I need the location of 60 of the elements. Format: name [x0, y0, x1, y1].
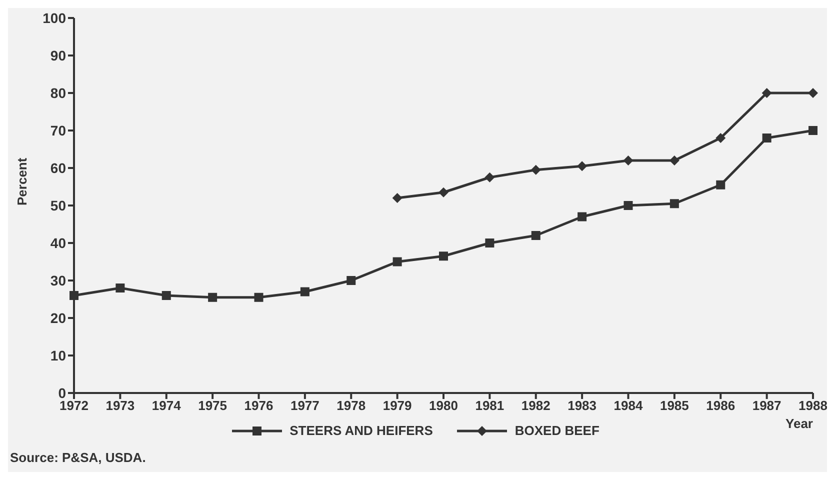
legend-label: STEERS AND HEIFERS: [288, 423, 433, 438]
point: [670, 199, 679, 208]
x-tick-label: 1972: [60, 398, 88, 414]
x-tick-label: 1982: [521, 398, 550, 414]
point: [485, 238, 494, 248]
x-tick-label: 1974: [152, 398, 182, 414]
point: [808, 88, 818, 98]
point: [762, 88, 772, 98]
y-tick-label: 100: [42, 10, 66, 26]
y-tick-label: 50: [50, 197, 66, 214]
x-tick-label: 1984: [614, 398, 644, 414]
y-axis-title: Percent: [14, 157, 30, 206]
point: [484, 172, 495, 182]
x-tick-label: 1986: [706, 398, 736, 414]
point: [623, 156, 634, 166]
x-tick-label: 1979: [382, 398, 412, 414]
y-tick-label: 80: [50, 84, 66, 101]
point: [669, 156, 680, 166]
point: [762, 134, 772, 142]
x-tick-label: 1977: [290, 398, 320, 414]
x-tick-label: 1983: [568, 398, 597, 414]
point: [439, 252, 448, 261]
x-tick-label: 1978: [336, 398, 366, 414]
point: [578, 212, 587, 222]
x-tick-label: 1980: [429, 398, 458, 414]
point: [392, 193, 402, 203]
point: [624, 201, 633, 210]
point: [438, 187, 448, 198]
y-tick-label: 0: [58, 384, 66, 401]
y-tick-label: 30: [50, 272, 66, 288]
y-tick-label: 60: [50, 160, 66, 176]
point: [808, 126, 818, 135]
x-tick-label: 1988: [798, 398, 828, 414]
point: [392, 257, 402, 266]
x-tick-label: 1985: [660, 398, 689, 414]
y-tick-label: 70: [50, 122, 66, 138]
y-tick-label: 10: [50, 347, 66, 364]
x-tick-label: 1975: [198, 398, 228, 414]
y-tick-label: 90: [50, 47, 66, 64]
x-tick-label: 1981: [475, 398, 504, 414]
point: [577, 161, 588, 172]
point: [716, 180, 726, 190]
y-tick-label: 40: [50, 234, 66, 251]
point: [716, 133, 726, 143]
point: [254, 292, 264, 302]
x-tick-label: 1987: [752, 398, 782, 414]
point: [208, 292, 218, 302]
point: [530, 164, 541, 175]
legend-label: BOXED BEEF: [514, 423, 600, 438]
x-tick-label: 1976: [244, 398, 274, 414]
point: [531, 231, 540, 240]
y-tick-label: 20: [50, 310, 66, 326]
point: [70, 291, 78, 300]
point: [300, 287, 310, 296]
point: [346, 276, 356, 285]
source-note: Source: P&SA, USDA.: [10, 450, 146, 465]
x-axis-title: Year: [786, 416, 813, 431]
x-tick-label: 1973: [106, 398, 135, 414]
point: [116, 284, 125, 292]
point: [162, 291, 171, 300]
